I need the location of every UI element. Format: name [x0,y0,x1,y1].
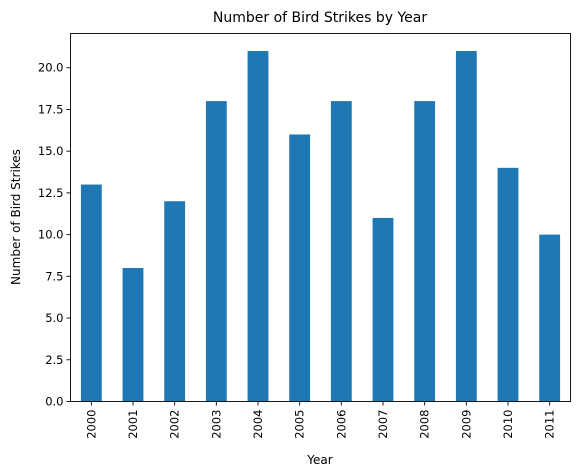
y-tick-label-7.5: 7.5 [45,269,63,283]
y-tick-label-17.5: 17.5 [38,102,64,116]
bar-2009 [455,51,477,402]
bar-2011 [539,234,561,402]
x-tick-label-2006: 2006 [334,410,348,439]
y-tick-label-5.0: 5.0 [45,311,63,325]
bar-2008 [414,101,436,402]
chart-title: Number of Bird Strikes by Year [213,10,427,26]
y-tick-label-10.0: 10.0 [38,228,64,242]
y-tick-label-12.5: 12.5 [38,186,64,200]
y-axis-ticks: 0.0 2.5 5.0 7.5 10.0 12.5 15.0 17.5 20.0 [38,61,71,409]
bar-2007 [372,217,394,402]
bar-2005 [289,134,311,402]
x-tick-label-2007: 2007 [376,410,390,439]
bar-2004 [247,51,269,402]
x-tick-label-2002: 2002 [168,410,182,439]
y-tick-label-2.5: 2.5 [45,353,63,367]
x-tick-label-2011: 2011 [543,410,557,439]
x-tick-label-2009: 2009 [459,410,473,439]
axes-frame [70,33,571,402]
x-tick-label-2000: 2000 [84,410,98,439]
x-axis-label: Year [306,453,332,467]
y-tick-label-15.0: 15.0 [38,144,64,158]
x-tick-label-2005: 2005 [293,410,307,439]
y-tick-label-20.0: 20.0 [38,61,64,75]
bar-2000 [80,184,102,402]
y-tick-label-0.0: 0.0 [45,395,63,409]
y-axis-label: Number of Bird Strikes [9,149,23,285]
x-tick-label-2003: 2003 [209,410,223,439]
bar-2006 [330,101,352,402]
x-tick-label-2001: 2001 [126,410,140,439]
bar-2001 [122,267,144,402]
bar-2003 [205,101,227,402]
bars-group [80,51,561,402]
x-tick-label-2004: 2004 [251,410,265,439]
bar-2002 [164,201,186,402]
x-axis-ticks: 2000 2001 2002 2003 2004 2005 2006 2007 2008 2009… [84,401,557,439]
bar-2010 [497,167,519,402]
x-tick-label-2010: 2010 [501,410,515,439]
x-tick-label-2008: 2008 [418,410,432,439]
